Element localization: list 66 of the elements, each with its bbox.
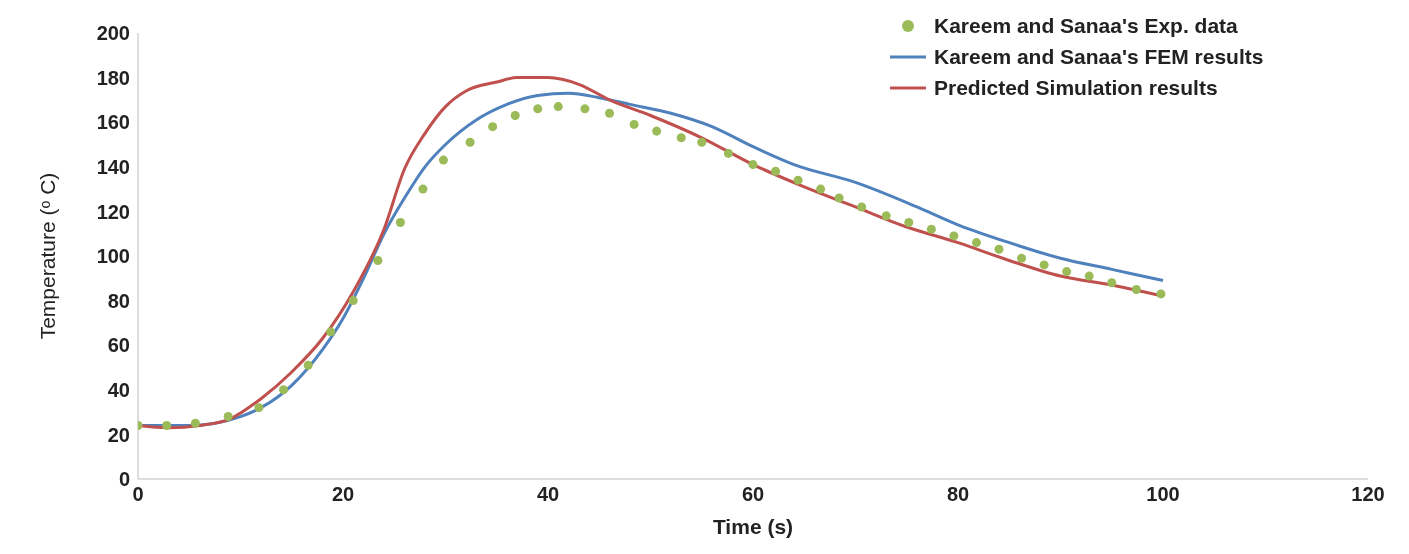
- y-tick-label: 20: [107, 423, 130, 446]
- y-tick-label: 200: [96, 22, 130, 45]
- point: [793, 175, 803, 185]
- point: [881, 211, 891, 221]
- legend-label: Kareem and Sanaa's FEM results: [934, 44, 1264, 70]
- point: [1017, 253, 1027, 263]
- point: [395, 218, 405, 228]
- y-tick-label: 0: [118, 468, 130, 491]
- point: [510, 111, 520, 121]
- point: [629, 119, 639, 129]
- point: [254, 403, 264, 413]
- point: [816, 184, 826, 194]
- point: [580, 104, 590, 114]
- point: [162, 420, 172, 430]
- point: [748, 160, 758, 170]
- point: [1156, 289, 1166, 299]
- point: [949, 231, 959, 241]
- point: [723, 148, 733, 158]
- point: [533, 104, 543, 114]
- y-tick-label: 40: [107, 378, 130, 401]
- y-tick-label: 80: [107, 289, 130, 312]
- point: [326, 327, 336, 337]
- y-tick-label: 160: [96, 111, 130, 134]
- point: [771, 166, 781, 176]
- x-tick-label: 60: [741, 483, 765, 506]
- x-tick-label: 0: [132, 483, 144, 506]
- point: [604, 108, 615, 118]
- point: [465, 137, 475, 147]
- x-tick-label: 120: [1351, 483, 1385, 506]
- y-tick-label: 100: [96, 245, 130, 268]
- point: [418, 184, 428, 194]
- point: [834, 193, 844, 203]
- point: [553, 102, 563, 112]
- x-axis-title: Time (s): [712, 515, 794, 538]
- point: [857, 202, 867, 212]
- point: [1107, 278, 1117, 288]
- point: [697, 137, 707, 147]
- point: [190, 418, 200, 428]
- x-tick-label: 40: [536, 483, 560, 506]
- point: [279, 385, 289, 395]
- point: [438, 155, 448, 165]
- y-tick-label: 180: [96, 66, 130, 89]
- point: [971, 238, 981, 248]
- y-tick-label: 120: [96, 200, 130, 223]
- point: [223, 412, 233, 422]
- point: [676, 133, 686, 143]
- point: [303, 360, 313, 370]
- y-axis-title: Temperature (ᵒ C): [36, 172, 60, 340]
- legend-label: Predicted Simulation results: [934, 75, 1218, 101]
- point: [926, 224, 936, 234]
- y-tick-label: 60: [107, 334, 130, 357]
- point: [994, 244, 1004, 254]
- y-tick-label: 140: [96, 155, 130, 178]
- x-tick-label: 100: [1146, 483, 1180, 506]
- point: [1084, 271, 1094, 281]
- point: [1039, 260, 1049, 270]
- point: [488, 122, 498, 132]
- legend-label: Kareem and Sanaa's Exp. data: [934, 13, 1238, 39]
- point: [373, 255, 383, 265]
- point: [652, 126, 662, 136]
- point: [1062, 267, 1072, 277]
- point: [1131, 284, 1141, 294]
- x-tick-label: 20: [331, 483, 355, 506]
- point: [904, 218, 914, 228]
- x-tick-label: 80: [946, 483, 970, 506]
- point: [348, 296, 358, 306]
